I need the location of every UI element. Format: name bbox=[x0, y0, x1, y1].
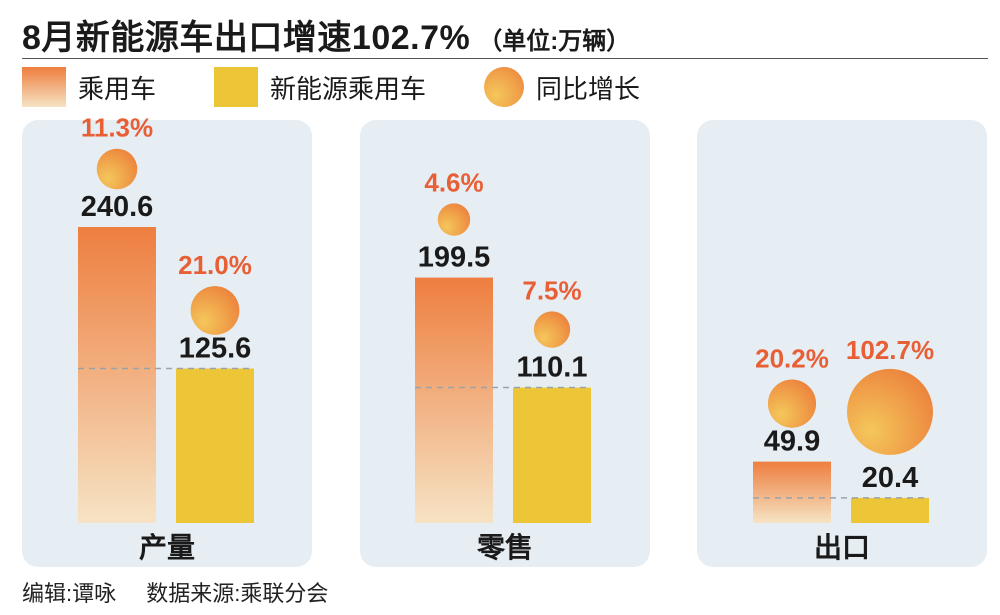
growth-label: 20.2% bbox=[755, 344, 829, 374]
growth-label: 7.5% bbox=[522, 275, 581, 305]
bar-passenger bbox=[78, 227, 156, 523]
chart-title: 8月新能源车出口增速102.7% bbox=[22, 19, 471, 57]
footer-editor: 编辑:谭咏 bbox=[22, 581, 117, 606]
footer-source: 数据来源:乘联分会 bbox=[146, 581, 329, 606]
unit-label: （单位:万辆） bbox=[478, 28, 631, 55]
growth-bubble bbox=[847, 368, 933, 455]
category-label: 产量 bbox=[139, 532, 195, 563]
panel-1 bbox=[22, 120, 312, 567]
legend-item-nev: 新能源乘用车 bbox=[214, 67, 426, 107]
bar-nev bbox=[851, 497, 929, 523]
growth-bubble bbox=[533, 311, 571, 348]
legend: 乘用车 新能源乘用车 同比增长 bbox=[22, 66, 698, 108]
title-divider bbox=[22, 58, 988, 59]
legend-label-passenger: 乘用车 bbox=[78, 73, 157, 104]
bar-passenger bbox=[415, 277, 493, 523]
legend-swatch-yoy bbox=[484, 67, 525, 107]
growth-bubble bbox=[190, 286, 240, 335]
footer: 编辑:谭咏 数据来源:乘联分会 bbox=[22, 576, 328, 608]
category-label: 出口 bbox=[814, 532, 870, 563]
legend-item-passenger: 乘用车 bbox=[22, 67, 156, 107]
legend-label-nev: 新能源乘用车 bbox=[270, 73, 427, 104]
category-label: 零售 bbox=[477, 532, 533, 563]
growth-label: 102.7% bbox=[846, 335, 934, 365]
panel-3 bbox=[697, 120, 987, 567]
bar-passenger bbox=[753, 461, 831, 523]
bar-nev bbox=[513, 387, 591, 523]
value-label: 125.6 bbox=[179, 332, 252, 364]
legend-swatch-nev bbox=[214, 67, 259, 107]
growth-bubble bbox=[437, 203, 471, 236]
value-label: 110.1 bbox=[517, 352, 588, 384]
value-label: 240.6 bbox=[81, 191, 154, 223]
growth-bubble bbox=[767, 379, 817, 428]
legend-swatch-passenger bbox=[22, 67, 66, 107]
value-label: 20.4 bbox=[862, 462, 918, 494]
growth-bubble bbox=[96, 148, 138, 190]
legend-label-yoy: 同比增长 bbox=[536, 73, 641, 104]
legend-item-yoy: 同比增长 bbox=[484, 67, 640, 107]
value-label: 49.9 bbox=[764, 426, 820, 458]
growth-label: 11.3% bbox=[81, 113, 153, 143]
panel-2 bbox=[360, 120, 650, 567]
growth-label: 21.0% bbox=[178, 250, 252, 280]
value-label: 199.5 bbox=[418, 242, 491, 274]
growth-label: 4.6% bbox=[424, 167, 483, 197]
chart-title-row: 8月新能源车出口增速102.7% （单位:万辆） bbox=[22, 10, 631, 57]
bar-nev bbox=[176, 368, 254, 523]
